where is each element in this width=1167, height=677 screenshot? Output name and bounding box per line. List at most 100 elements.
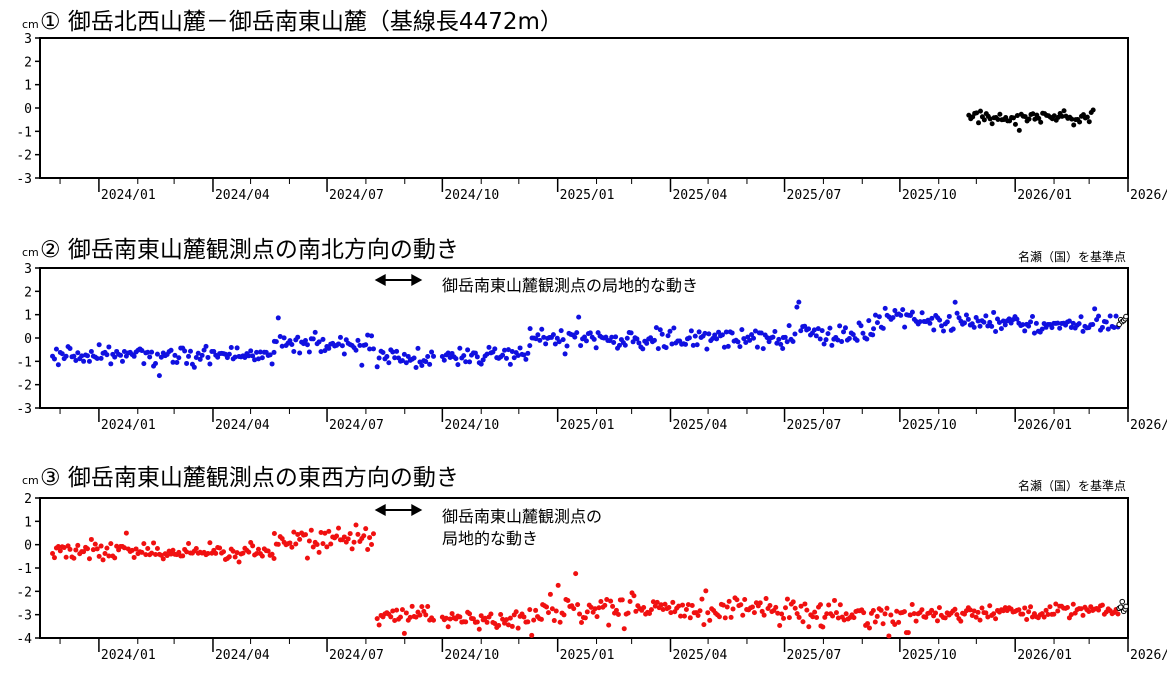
data-point	[689, 602, 695, 608]
data-point	[112, 555, 118, 561]
y-tick-label: -1	[16, 355, 32, 370]
data-point	[747, 337, 753, 343]
data-point	[492, 346, 498, 352]
data-point	[991, 611, 997, 617]
data-point	[591, 336, 597, 342]
data-point	[507, 361, 513, 367]
data-point	[271, 531, 277, 537]
data-point	[619, 597, 625, 603]
data-point	[467, 359, 473, 365]
data-point	[634, 336, 640, 342]
data-point	[704, 346, 710, 352]
data-point	[297, 536, 303, 542]
data-point	[295, 531, 301, 537]
preliminary-point	[1117, 604, 1124, 610]
data-point	[1022, 114, 1028, 120]
data-point	[991, 309, 997, 315]
data-point	[384, 354, 390, 360]
data-point	[977, 323, 983, 329]
data-point	[234, 345, 240, 351]
data-point	[1026, 609, 1032, 615]
data-point	[156, 373, 162, 379]
data-point	[890, 315, 896, 321]
data-point	[81, 358, 87, 364]
data-point	[979, 605, 985, 611]
data-point	[310, 336, 316, 342]
data-point	[397, 614, 403, 620]
data-point	[226, 554, 232, 560]
data-point	[961, 320, 967, 326]
data-point	[987, 116, 993, 122]
data-point	[730, 606, 736, 612]
data-point	[683, 341, 689, 347]
data-point	[63, 554, 69, 560]
data-point	[655, 346, 661, 352]
data-point	[271, 349, 277, 355]
data-point	[123, 530, 129, 536]
y-tick-label: 1	[24, 515, 32, 530]
data-point	[825, 331, 831, 337]
data-point	[390, 349, 396, 355]
data-point	[339, 343, 345, 349]
data-point	[153, 551, 159, 557]
data-point	[864, 336, 870, 342]
data-point	[835, 615, 841, 621]
data-point	[1022, 328, 1028, 334]
data-point	[937, 317, 943, 323]
data-point	[306, 538, 312, 544]
y-tick-label: -3	[16, 609, 32, 624]
data-point	[819, 328, 825, 334]
data-point	[226, 351, 232, 357]
data-point	[573, 571, 579, 577]
data-point	[211, 348, 217, 354]
data-point	[193, 355, 199, 361]
preliminary-point	[1123, 313, 1129, 320]
data-point	[894, 608, 900, 614]
panel-1-points	[966, 107, 1096, 133]
data-point	[367, 535, 373, 541]
data-point	[287, 540, 293, 546]
data-point	[1033, 320, 1039, 326]
data-point	[722, 615, 728, 621]
data-point	[993, 328, 999, 334]
x-tick-label: 2024/01	[101, 188, 156, 203]
data-point	[259, 553, 265, 559]
data-point	[832, 597, 838, 603]
data-point	[1055, 114, 1061, 120]
data-point	[538, 616, 544, 622]
data-point	[1028, 604, 1034, 610]
data-point	[297, 350, 303, 356]
data-point	[628, 330, 634, 336]
data-point	[919, 310, 925, 316]
data-point	[1043, 607, 1049, 613]
data-point	[355, 337, 361, 343]
data-point	[252, 357, 258, 363]
data-point	[425, 604, 431, 610]
data-point	[1032, 116, 1038, 122]
data-point	[564, 343, 570, 349]
data-point	[741, 336, 747, 342]
data-point	[615, 611, 621, 617]
data-point	[669, 341, 675, 347]
data-point	[205, 354, 211, 360]
data-point	[1096, 313, 1102, 319]
data-point	[267, 352, 273, 358]
data-point	[92, 541, 98, 547]
data-point	[936, 605, 942, 611]
data-point	[293, 541, 299, 547]
data-point	[794, 304, 800, 310]
data-point	[983, 610, 989, 616]
data-point	[484, 619, 490, 625]
data-point	[203, 343, 209, 349]
data-point	[445, 350, 451, 356]
data-point	[537, 337, 543, 343]
data-point	[390, 608, 396, 614]
data-point	[774, 340, 780, 346]
data-point	[578, 343, 584, 349]
data-point	[944, 319, 950, 325]
data-point	[322, 530, 328, 536]
data-point	[246, 549, 252, 555]
data-point	[786, 323, 792, 329]
data-point	[728, 614, 734, 620]
data-point	[365, 546, 371, 552]
